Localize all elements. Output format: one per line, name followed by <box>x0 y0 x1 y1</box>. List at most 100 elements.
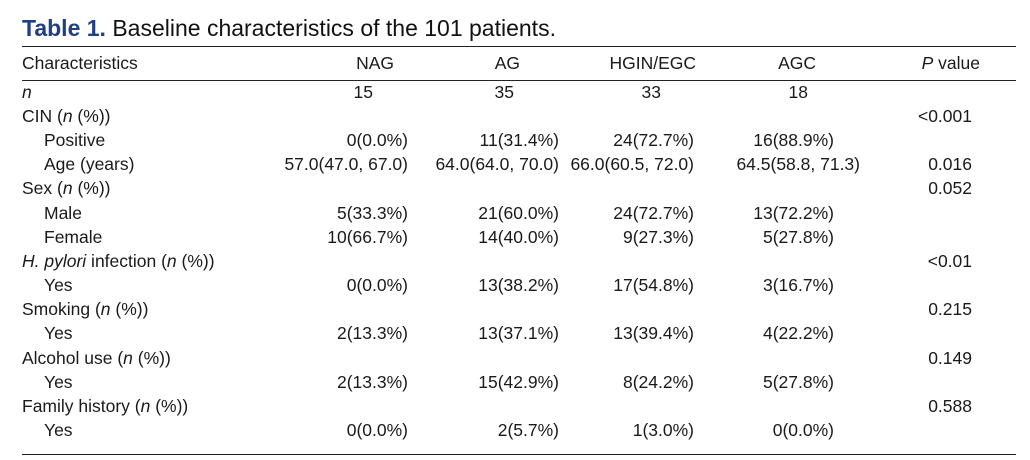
label-end: (%)) <box>110 299 149 320</box>
label-text: Family history ( <box>22 396 141 417</box>
cell-p: 0.052 <box>928 178 972 199</box>
p-rest: value <box>933 53 980 73</box>
cell-ag: 11(31.4%) <box>479 129 559 150</box>
table-row: Sex (n (%)) 0.052 <box>22 177 1016 201</box>
table-title: Baseline characteristics of the 101 pati… <box>112 15 556 41</box>
cell-agc: 13(72.2%) <box>753 202 834 223</box>
row-label: Positive <box>44 129 106 150</box>
label-end: (%)) <box>150 396 189 417</box>
cell-agc: 3(16.7%) <box>762 275 834 296</box>
table-row: Male 5(33.3%) 21(60.0%) 24(72.7%) 13(72.… <box>22 201 1016 225</box>
cell-nag: 57.0(47.0, 67.0) <box>284 154 408 175</box>
label-end: (%)) <box>132 347 171 368</box>
cell-hgin: 66.0(60.5, 72.0) <box>570 154 694 175</box>
cell-agc: 0(0.0%) <box>772 420 834 441</box>
table-row: n 15 35 33 18 <box>22 80 1016 104</box>
cell-ag: 21(60.0%) <box>478 202 559 223</box>
cell-p: <0.01 <box>927 250 972 271</box>
label-text: Sex ( <box>22 178 63 199</box>
row-label: Yes <box>44 420 73 441</box>
cell-nag: 0(0.0%) <box>346 129 408 150</box>
cell-nag: 0(0.0%) <box>346 420 408 441</box>
label-italic: n <box>123 347 133 368</box>
cell-hgin: 24(72.7%) <box>613 202 694 223</box>
table-number: Table 1. <box>22 15 106 41</box>
row-label: Alcohol use (n (%)) <box>22 346 284 370</box>
table-row: Age (years) 57.0(47.0, 67.0) 64.0(64.0, … <box>22 153 1016 177</box>
cell-agc: 64.5(58.8, 71.3) <box>736 154 860 175</box>
label-end: (%)) <box>176 250 215 271</box>
row-label: Sex (n (%)) <box>22 177 284 201</box>
row-label: CIN (n (%)) <box>22 104 284 128</box>
label-italic-species: H. pylori <box>22 250 87 271</box>
table-row: Yes 2(13.3%) 13(37.1%) 13(39.4%) 4(22.2%… <box>22 322 1016 346</box>
row-label: Female <box>44 226 103 247</box>
header-rule <box>22 80 1016 81</box>
row-label: Yes <box>44 275 73 296</box>
cell-hgin: 8(24.2%) <box>622 371 694 392</box>
cell-ag: 13(38.2%) <box>478 275 559 296</box>
table-row: CIN (n (%)) <0.001 <box>22 104 1016 128</box>
cell-agc: 16(88.9%) <box>753 129 834 150</box>
top-rule <box>22 46 1016 47</box>
cell-hgin: 1(3.0%) <box>632 420 694 441</box>
bottom-rule <box>22 454 1016 455</box>
table-row: Female 10(66.7%) 14(40.0%) 9(27.3%) 5(27… <box>22 225 1016 249</box>
label-italic: n <box>100 299 111 320</box>
cell-agc: 4(22.2%) <box>762 323 834 344</box>
table-row: Yes 0(0.0%) 2(5.7%) 1(3.0%) 0(0.0%) <box>22 419 1016 443</box>
table-row: Yes 2(13.3%) 15(42.9%) 8(24.2%) 5(27.8%) <box>22 370 1016 394</box>
table-row: Yes 0(0.0%) 13(38.2%) 17(54.8%) 3(16.7%) <box>22 274 1016 298</box>
cell-nag: 2(13.3%) <box>336 323 408 344</box>
cell-hgin: 9(27.3%) <box>622 226 694 247</box>
row-label-n: n <box>22 81 32 102</box>
table-row: Smoking (n (%)) 0.215 <box>22 298 1016 322</box>
label-italic: n <box>62 178 73 199</box>
cell-ag: 35 <box>494 81 514 102</box>
label-text: Alcohol use ( <box>22 347 124 368</box>
table-caption: Table 1. Baseline characteristics of the… <box>22 13 556 43</box>
label-end: (%)) <box>72 105 111 126</box>
cell-ag: 14(40.0%) <box>478 226 559 247</box>
col-header-ag: AG <box>494 53 520 73</box>
col-header-hgin-egc: HGIN/EGC <box>609 53 696 73</box>
row-label: Family history (n (%)) <box>22 394 284 418</box>
cell-ag: 15(42.9%) <box>478 371 559 392</box>
row-label: n <box>22 80 284 104</box>
cell-nag: 15 <box>353 81 373 102</box>
col-header-p-value: P value <box>866 47 1016 80</box>
label-italic: n <box>62 105 73 126</box>
label-text: infection ( <box>86 250 167 271</box>
baseline-table: Characteristics NAG AG HGIN/EGC AGC P va… <box>22 47 1016 443</box>
table-row: Family history (n (%)) 0.588 <box>22 394 1016 418</box>
label-text: CIN ( <box>22 105 63 126</box>
cell-hgin: 33 <box>641 81 661 102</box>
cell-hgin: 13(39.4%) <box>613 323 694 344</box>
table-header-row: Characteristics NAG AG HGIN/EGC AGC P va… <box>22 47 1016 80</box>
cell-ag: 13(37.1%) <box>478 323 559 344</box>
cell-nag: 10(66.7%) <box>327 226 408 247</box>
row-label: H. pylori infection (n (%)) <box>22 249 284 273</box>
row-label: Smoking (n (%)) <box>22 298 284 322</box>
row-label: Yes <box>44 371 73 392</box>
table-row: Alcohol use (n (%)) 0.149 <box>22 346 1016 370</box>
cell-agc: 5(27.8%) <box>762 226 834 247</box>
row-label: Yes <box>44 323 73 344</box>
label-text: Smoking ( <box>22 299 101 320</box>
cell-nag: 0(0.0%) <box>346 275 408 296</box>
cell-p <box>866 80 1016 104</box>
cell-p: 0.016 <box>928 154 972 175</box>
cell-hgin: 17(54.8%) <box>613 275 694 296</box>
label-italic: n <box>166 250 177 271</box>
label-end: (%)) <box>72 178 111 199</box>
cell-nag: 2(13.3%) <box>336 371 408 392</box>
p-italic: P <box>921 53 934 73</box>
row-label: Male <box>44 202 82 223</box>
col-header-agc: AGC <box>778 53 816 73</box>
label-italic: n <box>140 396 151 417</box>
table-row: H. pylori infection (n (%)) <0.01 <box>22 249 1016 273</box>
cell-p: <0.001 <box>917 105 972 126</box>
cell-ag: 64.0(64.0, 70.0) <box>435 154 559 175</box>
cell-agc: 18 <box>788 81 808 102</box>
